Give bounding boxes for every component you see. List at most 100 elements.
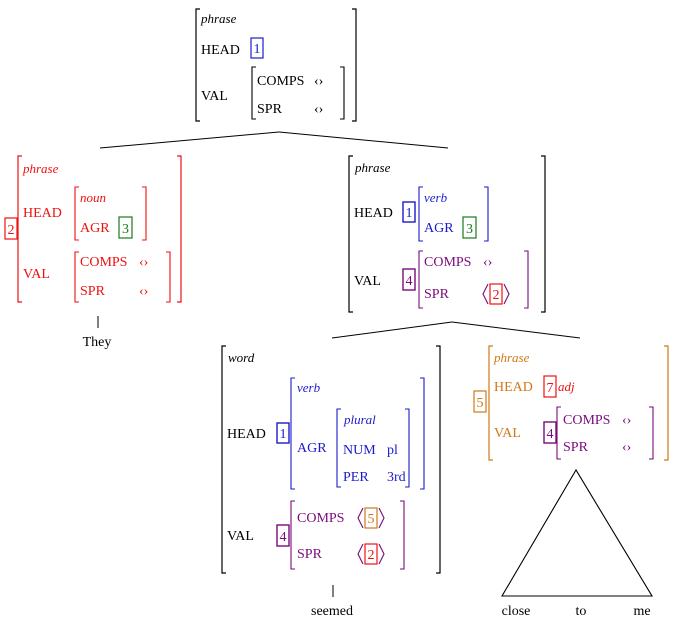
vp-spr-tag-box: [489, 283, 503, 305]
vp-comps-value: ‹›: [483, 255, 492, 270]
verb-comps-feature: COMPS: [297, 511, 344, 526]
ap-head-type: adj: [558, 379, 575, 394]
ap-spr-value: ‹›: [622, 440, 631, 455]
subject-comps-feature: COMPS: [80, 255, 127, 270]
root-spr-value: ‹›: [314, 102, 323, 117]
ap-word-me: me: [633, 604, 650, 619]
ap-subtree-triangle: [501, 468, 653, 597]
vp-val-left-bracket: [418, 250, 423, 309]
verb-type: word: [228, 350, 255, 365]
ap-val-tag: 4: [547, 427, 554, 442]
verb-word: seemed: [311, 604, 353, 619]
vp-avm: phrase HEAD 1 verb AGR 3 VAL 4 COMPS ‹› …: [348, 155, 546, 313]
verb-num-value: pl: [387, 443, 398, 458]
verb-comps-left-angle: [357, 507, 364, 529]
subject-agr-feature: AGR: [80, 221, 110, 236]
root-comps-feature: COMPS: [257, 74, 304, 89]
verb-head-feature: HEAD: [227, 427, 266, 442]
root-type: phrase: [200, 11, 237, 26]
verb-head-left-bracket: [290, 377, 295, 490]
ap-left-bracket: [488, 345, 493, 461]
branch-root-vp: [278, 131, 449, 149]
branch-root-subj: [99, 131, 280, 149]
verb-head-tag-box: [276, 422, 290, 444]
root-head-feature: HEAD: [201, 43, 240, 58]
subject-head-left-bracket: [74, 186, 79, 241]
vp-head-left-bracket: [418, 186, 423, 242]
subject-comps-value: ‹›: [139, 255, 148, 270]
ap-head-tag-box: [543, 375, 557, 398]
vp-spr-right-angle: [503, 283, 510, 305]
verb-num-feature: NUM: [343, 443, 376, 458]
ap-tag-box: [473, 390, 487, 413]
vp-agr-feature: AGR: [424, 221, 454, 236]
ap-comps-value: ‹›: [622, 413, 631, 428]
ap-avm: 5 phrase HEAD 7 adj VAL 4 COMPS ‹› SPR ‹…: [473, 345, 669, 461]
verb-per-feature: PER: [343, 470, 369, 485]
root-spr-feature: SPR: [257, 102, 283, 117]
root-avm: phrase HEAD 1 VAL COMPS ‹› SPR ‹›: [195, 8, 357, 122]
verb-head-tag: 1: [280, 427, 287, 442]
vp-comps-feature: COMPS: [424, 255, 471, 270]
verb-comps-right-angle: [378, 507, 385, 529]
vp-head-tag-box: [402, 201, 416, 223]
vp-type: phrase: [354, 160, 391, 175]
subject-type: phrase: [22, 161, 59, 176]
root-val-right-bracket: [340, 66, 345, 120]
vp-val-tag: 4: [406, 274, 413, 289]
root-val-left-bracket: [251, 66, 256, 120]
verb-head-right-bracket: [420, 377, 425, 490]
verb-left-bracket: [221, 345, 226, 574]
ap-type: phrase: [493, 350, 530, 365]
verb-avm: word HEAD 1 verb AGR plural NUM pl PER 3…: [221, 345, 441, 574]
vp-head-type: verb: [424, 190, 448, 205]
vp-agr-tag: 3: [466, 222, 473, 237]
root-head-tag-box: [250, 37, 264, 59]
ap-right-bracket: [664, 345, 669, 461]
subject-agr-tag: 3: [122, 222, 129, 237]
verb-agr-right-bracket: [405, 408, 410, 488]
subject-val-right-bracket: [166, 251, 171, 303]
ap-val-left-bracket: [556, 406, 561, 460]
ap-val-tag-box: [543, 421, 557, 444]
root-head-tag: 1: [254, 42, 261, 57]
verb-val-tag: 4: [280, 530, 287, 545]
verb-head-type: verb: [297, 380, 321, 395]
subject-right-bracket: [177, 155, 182, 303]
subject-head-feature: HEAD: [23, 206, 62, 221]
vp-val-tag-box: [402, 268, 416, 291]
verb-spr-tag: 2: [368, 548, 375, 563]
subject-spr-feature: SPR: [80, 284, 106, 299]
subject-val-feature: VAL: [23, 267, 50, 282]
ap-head-feature: HEAD: [494, 380, 533, 395]
subject-head-type: noun: [80, 190, 106, 205]
vp-head-feature: HEAD: [354, 206, 393, 221]
vp-spr-left-angle: [482, 283, 489, 305]
verb-comps-tag: 5: [368, 512, 375, 527]
subject-agr-tag-box: [118, 216, 133, 239]
subject-spr-value: ‹›: [139, 284, 148, 299]
vp-head-right-bracket: [484, 186, 489, 242]
subject-word: They: [83, 335, 112, 350]
subject-tag-box: [4, 217, 18, 240]
subject-avm: 2 phrase HEAD noun AGR 3 VAL COMPS ‹› SP…: [4, 155, 182, 303]
ap-tag: 5: [477, 396, 484, 411]
ap-head-tag: 7: [547, 381, 554, 396]
ap-val-feature: VAL: [494, 426, 521, 441]
root-left-bracket: [195, 8, 200, 122]
ap-word-close: close: [502, 604, 531, 619]
branch-vp-verb: [331, 321, 453, 339]
vp-spr-feature: SPR: [424, 287, 450, 302]
ap-val-right-bracket: [649, 406, 654, 460]
subject-tag: 2: [8, 223, 15, 238]
verb-comps-tag-box: [364, 507, 378, 529]
verb-agr-left-bracket: [336, 408, 341, 488]
verb-right-bracket: [436, 345, 441, 574]
subject-val-left-bracket: [74, 251, 79, 303]
root-val-feature: VAL: [201, 89, 228, 104]
verb-agr-feature: AGR: [297, 441, 327, 456]
subject-left-bracket: [17, 155, 22, 303]
root-comps-value: ‹›: [314, 74, 323, 89]
verb-val-left-bracket: [290, 500, 295, 570]
